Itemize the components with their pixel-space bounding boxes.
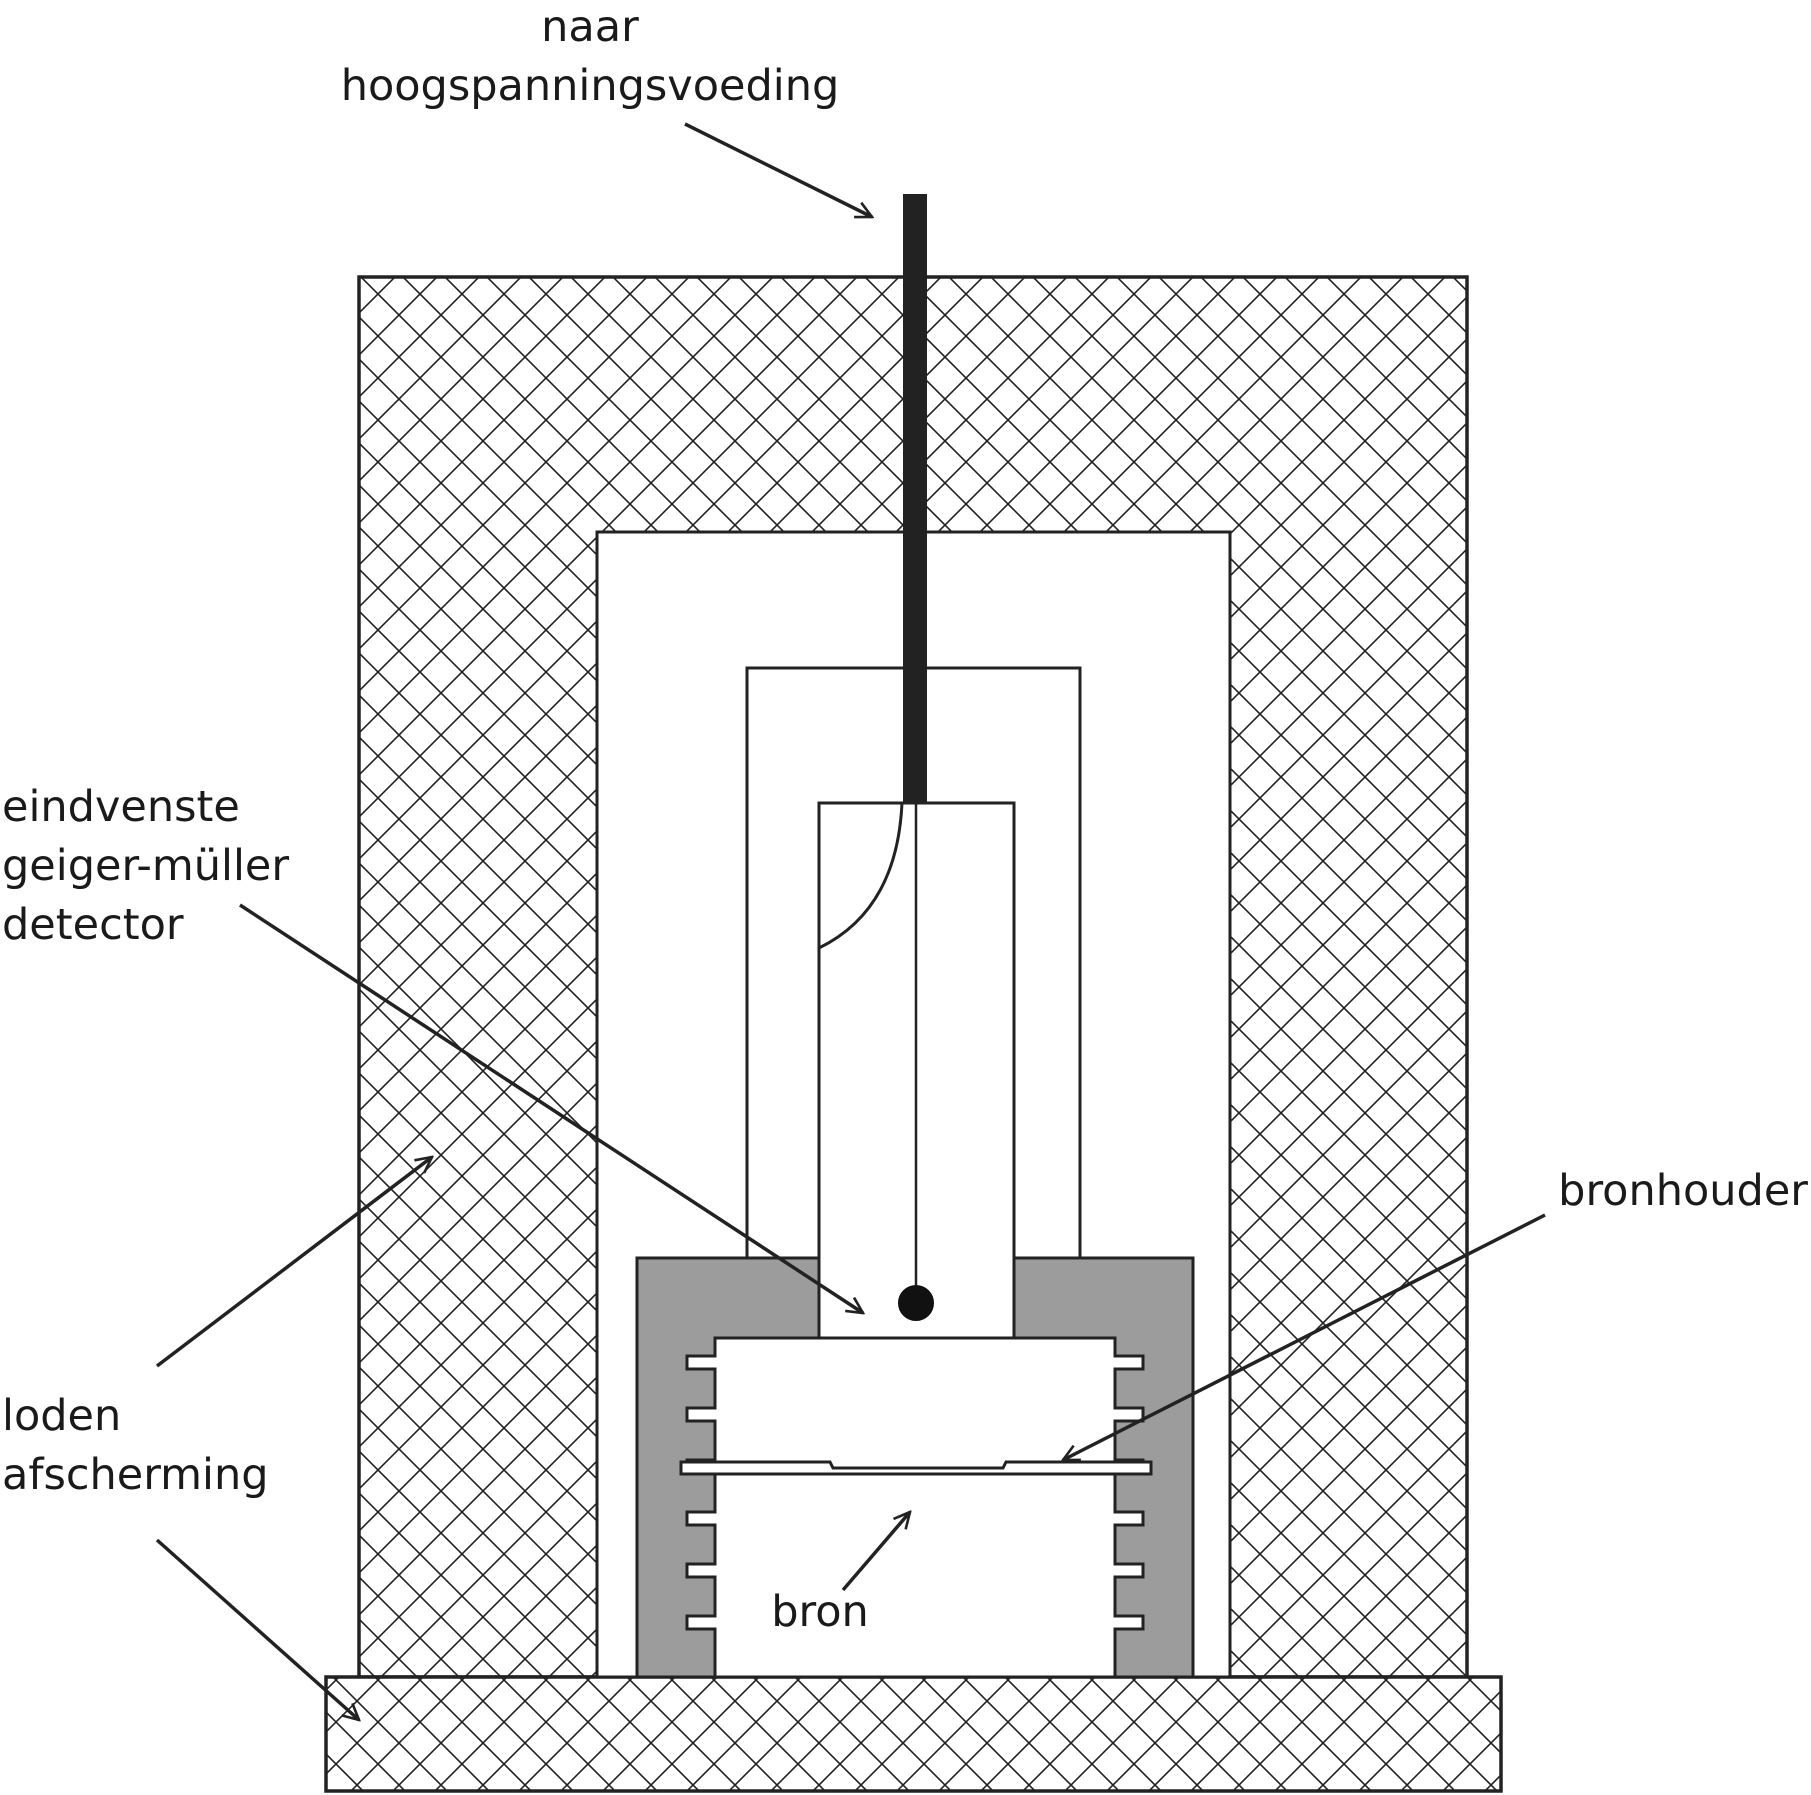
label-detector-line3: detector xyxy=(2,900,184,950)
arrow-shielding-upper xyxy=(155,1157,432,1368)
label-shielding-line2: afscherming xyxy=(2,1450,269,1500)
label-shielding-line1: loden xyxy=(2,1391,121,1441)
label-power-supply-line2: hoogspanningsvoeding xyxy=(341,61,840,111)
anode-tip xyxy=(898,1285,934,1321)
gm-tube-curve xyxy=(818,802,904,950)
label-source: bron xyxy=(771,1587,869,1637)
label-detector-line2: geiger-müller xyxy=(2,841,289,891)
arrow-source-holder xyxy=(1063,1213,1546,1462)
lead-shield-base xyxy=(324,1675,1503,1793)
label-detector-line1: eindvenste xyxy=(2,782,240,832)
arrow-shielding-lower xyxy=(155,1538,359,1720)
arrow-power-supply xyxy=(684,122,872,219)
label-source-holder: bronhouder xyxy=(1558,1166,1808,1216)
high-voltage-cable xyxy=(903,194,927,804)
source-chamber xyxy=(685,1336,1145,1679)
source-tray xyxy=(679,1460,1153,1476)
arrow-source xyxy=(841,1512,910,1592)
arrow-detector xyxy=(239,903,863,1313)
label-power-supply-line1: naar xyxy=(541,2,639,52)
